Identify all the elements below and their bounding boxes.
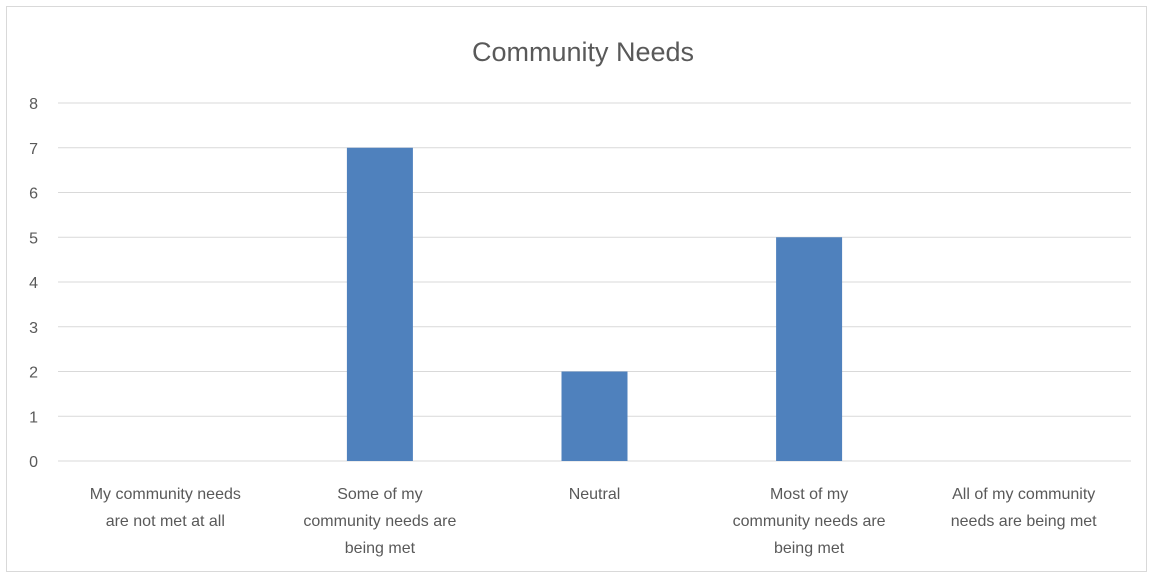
- bar-3: [562, 372, 628, 462]
- y-tick-label-8: 8: [29, 96, 38, 113]
- bar-2: [347, 148, 413, 461]
- x-category-label-4: Most of my community needs are being met: [733, 486, 886, 557]
- x-category-label-3: Neutral: [569, 486, 621, 503]
- y-tick-label-2: 2: [29, 365, 38, 382]
- y-tick-label-1: 1: [29, 409, 38, 426]
- x-category-label-5: All of my community needs are being met: [951, 486, 1097, 530]
- chart-title: Community Needs: [472, 37, 694, 67]
- x-axis-categories: My community needs are not met at all Some…: [90, 486, 1097, 557]
- y-tick-label-0: 0: [29, 454, 38, 471]
- y-tick-label-5: 5: [29, 230, 38, 247]
- x-category-label-2: Some of my community needs are being met: [303, 486, 456, 557]
- y-tick-label-4: 4: [29, 275, 38, 292]
- x-category-label-1: My community needs are not met at all: [90, 486, 241, 530]
- bar-4: [776, 237, 842, 461]
- y-tick-label-6: 6: [29, 186, 38, 203]
- y-tick-label-3: 3: [29, 320, 38, 337]
- bars: [347, 148, 842, 461]
- y-tick-label-7: 7: [29, 141, 38, 158]
- y-axis-ticks: 0 1 2 3 4 5 6 7 8: [29, 96, 38, 471]
